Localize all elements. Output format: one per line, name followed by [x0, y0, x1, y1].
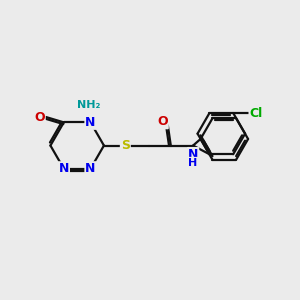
Text: Cl: Cl	[250, 106, 263, 120]
Text: N: N	[188, 148, 198, 161]
Text: O: O	[34, 110, 45, 124]
Text: N: N	[85, 116, 96, 129]
Text: N: N	[58, 162, 69, 175]
Text: N: N	[85, 162, 96, 175]
Text: S: S	[121, 139, 130, 152]
Text: O: O	[157, 115, 168, 128]
Text: H: H	[188, 158, 198, 168]
Text: NH₂: NH₂	[77, 100, 101, 110]
